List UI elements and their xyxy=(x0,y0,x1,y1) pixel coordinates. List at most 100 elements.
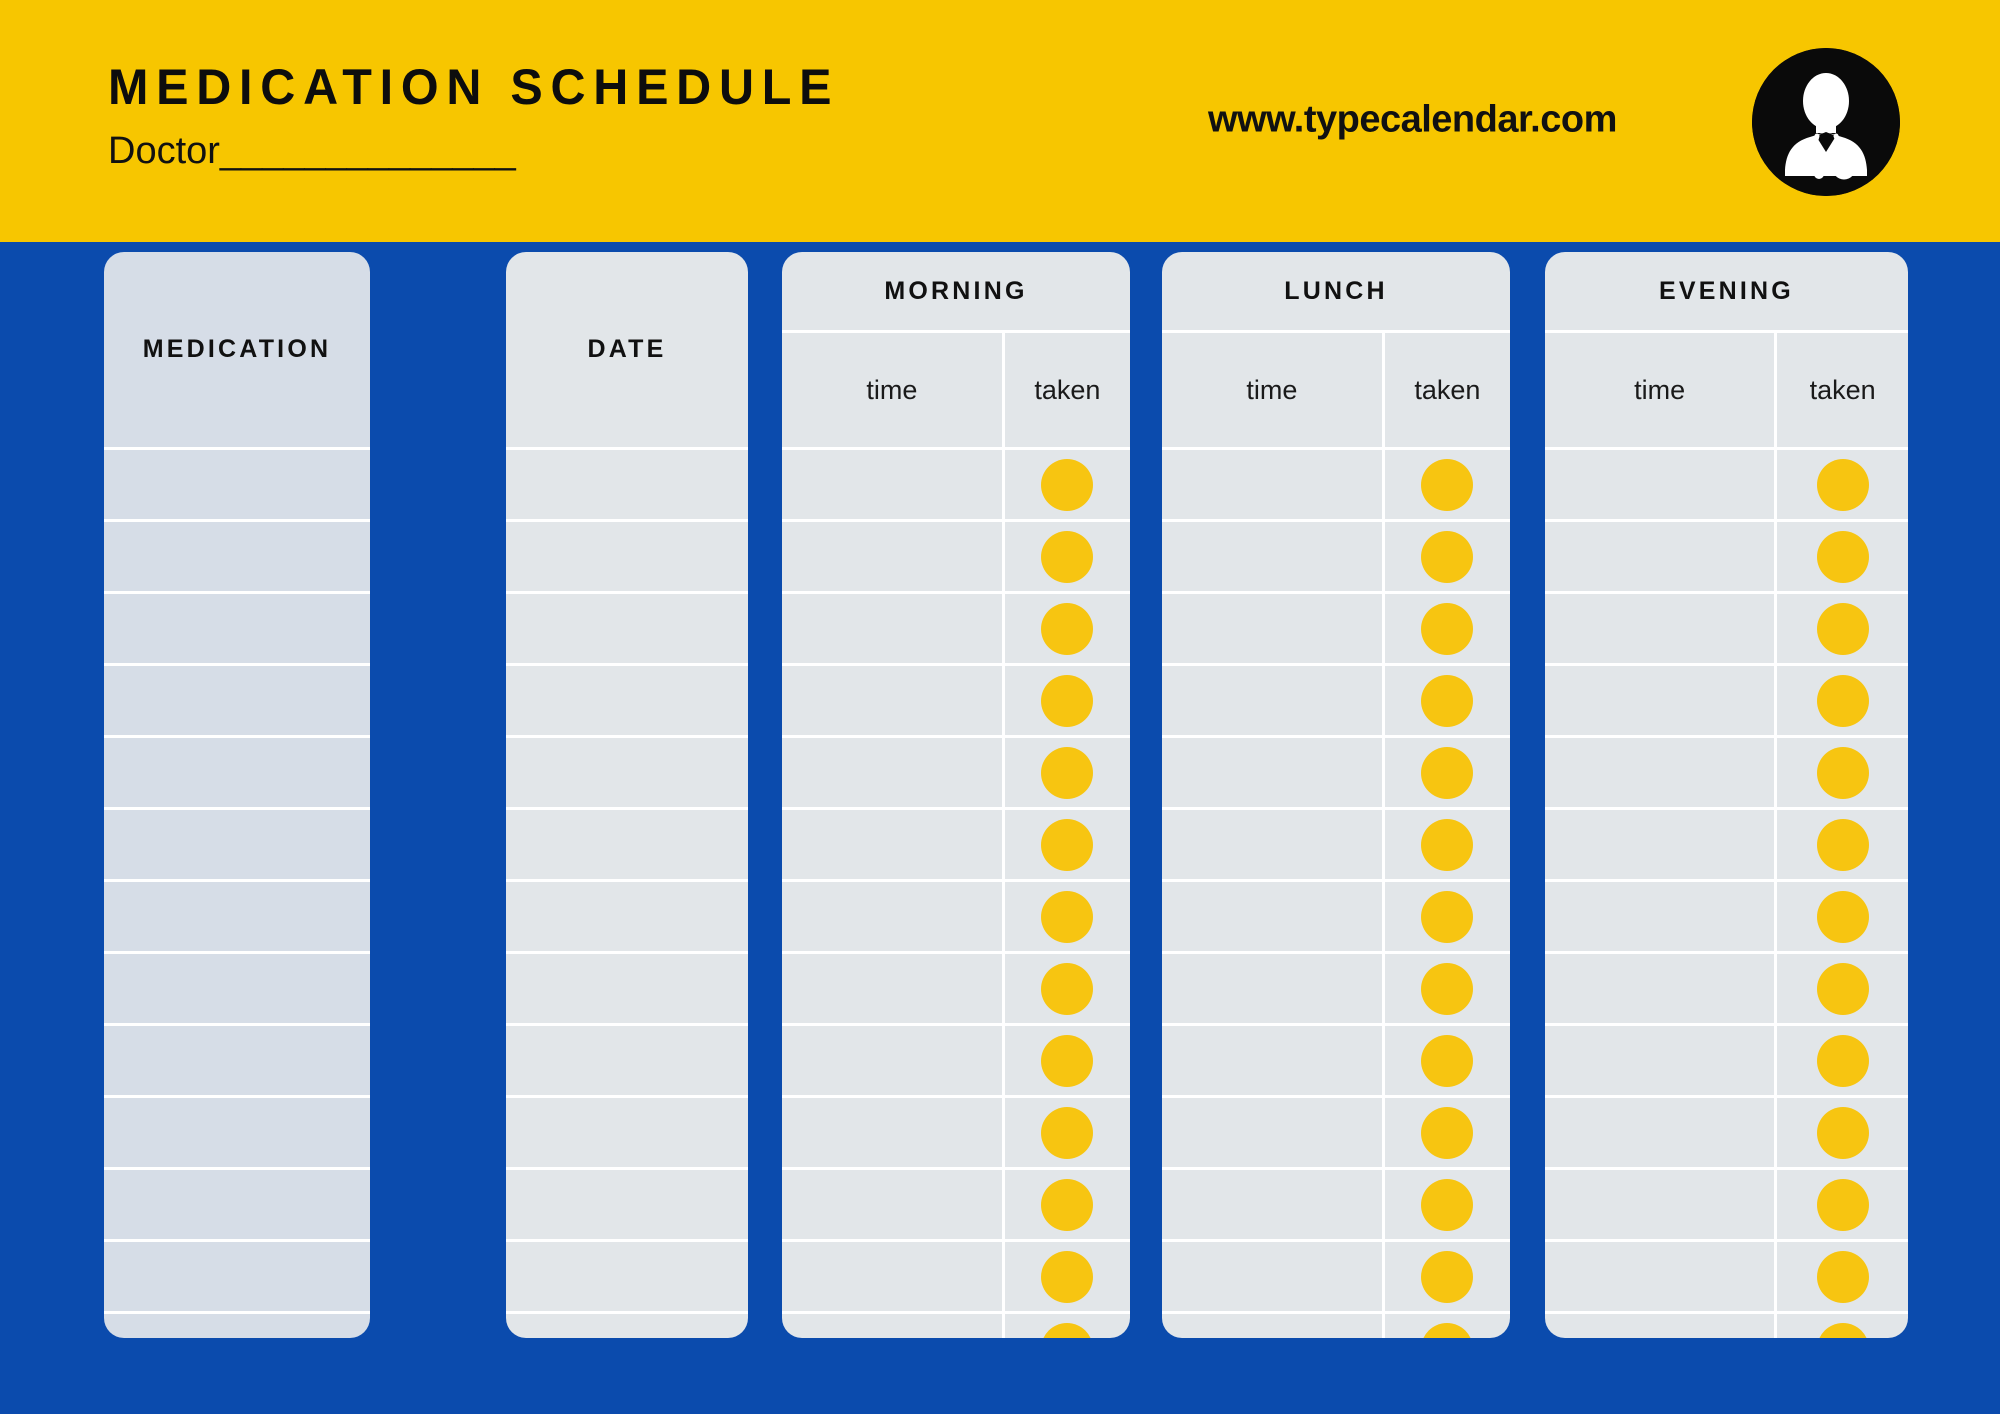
cell-time-input[interactable] xyxy=(782,1242,1005,1311)
cell-date-input[interactable] xyxy=(506,879,748,951)
cell-date-input[interactable] xyxy=(506,951,748,1023)
taken-dot-icon[interactable] xyxy=(1041,1106,1094,1159)
cell-date-input[interactable] xyxy=(506,735,748,807)
cell-taken-checkbox[interactable] xyxy=(1005,1098,1130,1167)
table-row[interactable] xyxy=(1162,519,1510,591)
cell-time-input[interactable] xyxy=(782,522,1005,591)
taken-dot-icon[interactable] xyxy=(1816,1322,1869,1338)
cell-medication-input[interactable] xyxy=(104,879,370,951)
cell-medication-input[interactable] xyxy=(104,1095,370,1167)
cell-date-input[interactable] xyxy=(506,1167,748,1239)
cell-taken-checkbox[interactable] xyxy=(1385,954,1510,1023)
cell-date-input[interactable] xyxy=(506,663,748,735)
cell-taken-checkbox[interactable] xyxy=(1777,450,1908,519)
taken-dot-icon[interactable] xyxy=(1041,1250,1094,1303)
table-row[interactable] xyxy=(782,663,1130,735)
table-row[interactable] xyxy=(1162,1311,1510,1338)
cell-taken-checkbox[interactable] xyxy=(1385,810,1510,879)
cell-taken-checkbox[interactable] xyxy=(1005,1026,1130,1095)
cell-time-input[interactable] xyxy=(1545,1242,1778,1311)
table-row[interactable] xyxy=(1545,1023,1908,1095)
table-row[interactable] xyxy=(1545,735,1908,807)
cell-taken-checkbox[interactable] xyxy=(1005,594,1130,663)
cell-date-input[interactable] xyxy=(506,1239,748,1311)
table-row[interactable] xyxy=(1162,807,1510,879)
cell-taken-checkbox[interactable] xyxy=(1005,810,1130,879)
cell-time-input[interactable] xyxy=(1545,1026,1778,1095)
taken-dot-icon[interactable] xyxy=(1816,1106,1869,1159)
cell-time-input[interactable] xyxy=(1545,1098,1778,1167)
cell-taken-checkbox[interactable] xyxy=(1385,882,1510,951)
cell-time-input[interactable] xyxy=(1162,882,1385,951)
cell-time-input[interactable] xyxy=(1162,666,1385,735)
cell-taken-checkbox[interactable] xyxy=(1777,594,1908,663)
taken-dot-icon[interactable] xyxy=(1421,602,1474,655)
taken-dot-icon[interactable] xyxy=(1041,746,1094,799)
cell-time-input[interactable] xyxy=(1162,738,1385,807)
table-row[interactable] xyxy=(1162,735,1510,807)
website-url[interactable]: www.typecalendar.com xyxy=(1208,98,1617,141)
table-row[interactable] xyxy=(1162,447,1510,519)
cell-time-input[interactable] xyxy=(1545,450,1778,519)
table-row[interactable] xyxy=(1162,591,1510,663)
taken-dot-icon[interactable] xyxy=(1421,530,1474,583)
doctor-name-field[interactable]: Doctor______________ xyxy=(108,130,516,172)
taken-dot-icon[interactable] xyxy=(1816,602,1869,655)
cell-medication-input[interactable] xyxy=(104,447,370,519)
cell-taken-checkbox[interactable] xyxy=(1385,1170,1510,1239)
cell-taken-checkbox[interactable] xyxy=(1777,1170,1908,1239)
cell-taken-checkbox[interactable] xyxy=(1777,522,1908,591)
cell-medication-input[interactable] xyxy=(104,735,370,807)
cell-time-input[interactable] xyxy=(1162,1314,1385,1338)
taken-dot-icon[interactable] xyxy=(1041,602,1094,655)
table-row[interactable] xyxy=(1545,447,1908,519)
table-row[interactable] xyxy=(1162,1239,1510,1311)
table-row[interactable] xyxy=(1162,1095,1510,1167)
cell-date-input[interactable] xyxy=(506,447,748,519)
taken-dot-icon[interactable] xyxy=(1421,1322,1474,1338)
cell-time-input[interactable] xyxy=(1162,1170,1385,1239)
cell-taken-checkbox[interactable] xyxy=(1777,1242,1908,1311)
cell-medication-input[interactable] xyxy=(104,1023,370,1095)
table-row[interactable] xyxy=(1545,1239,1908,1311)
table-row[interactable] xyxy=(782,1023,1130,1095)
table-row[interactable] xyxy=(1162,1167,1510,1239)
table-row[interactable] xyxy=(782,879,1130,951)
cell-medication-input[interactable] xyxy=(104,519,370,591)
taken-dot-icon[interactable] xyxy=(1816,1034,1869,1087)
cell-time-input[interactable] xyxy=(1545,954,1778,1023)
cell-time-input[interactable] xyxy=(1162,1098,1385,1167)
cell-taken-checkbox[interactable] xyxy=(1005,666,1130,735)
table-row[interactable] xyxy=(1545,591,1908,663)
taken-dot-icon[interactable] xyxy=(1816,818,1869,871)
taken-dot-icon[interactable] xyxy=(1421,1034,1474,1087)
cell-time-input[interactable] xyxy=(1162,954,1385,1023)
cell-taken-checkbox[interactable] xyxy=(1005,1242,1130,1311)
cell-taken-checkbox[interactable] xyxy=(1005,450,1130,519)
cell-taken-checkbox[interactable] xyxy=(1005,738,1130,807)
table-row[interactable] xyxy=(1162,879,1510,951)
cell-medication-input[interactable] xyxy=(104,807,370,879)
cell-date-input[interactable] xyxy=(506,591,748,663)
cell-taken-checkbox[interactable] xyxy=(1005,1314,1130,1338)
cell-time-input[interactable] xyxy=(1545,882,1778,951)
table-row[interactable] xyxy=(1545,663,1908,735)
cell-time-input[interactable] xyxy=(782,738,1005,807)
cell-medication-input[interactable] xyxy=(104,1167,370,1239)
taken-dot-icon[interactable] xyxy=(1816,962,1869,1015)
taken-dot-icon[interactable] xyxy=(1041,530,1094,583)
taken-dot-icon[interactable] xyxy=(1041,1178,1094,1231)
cell-date-input[interactable] xyxy=(506,807,748,879)
cell-taken-checkbox[interactable] xyxy=(1777,1314,1908,1338)
table-row[interactable] xyxy=(782,1167,1130,1239)
cell-taken-checkbox[interactable] xyxy=(1385,738,1510,807)
cell-time-input[interactable] xyxy=(1545,1170,1778,1239)
cell-taken-checkbox[interactable] xyxy=(1005,882,1130,951)
cell-time-input[interactable] xyxy=(1545,666,1778,735)
taken-dot-icon[interactable] xyxy=(1041,1322,1094,1338)
taken-dot-icon[interactable] xyxy=(1816,1178,1869,1231)
cell-taken-checkbox[interactable] xyxy=(1777,954,1908,1023)
table-row[interactable] xyxy=(1545,519,1908,591)
cell-time-input[interactable] xyxy=(782,1314,1005,1338)
taken-dot-icon[interactable] xyxy=(1041,962,1094,1015)
